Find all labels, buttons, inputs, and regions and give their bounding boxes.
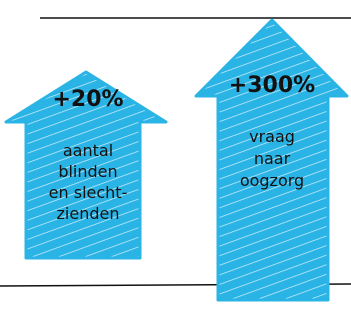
- description-line: naar: [254, 149, 291, 168]
- description-line: blinden: [58, 162, 117, 181]
- description-line: zienden: [57, 204, 120, 223]
- value-label: +20%: [52, 87, 123, 112]
- value-label: +300%: [229, 73, 315, 98]
- description-line: en slecht-: [49, 183, 128, 202]
- infographic: +20% aantal blinden en slecht-zienden +300% v…: [0, 0, 351, 309]
- description-line: aantal: [63, 141, 113, 160]
- description-line: vraag: [249, 127, 295, 146]
- page: +20% aantal blinden en slecht-zienden +300% v…: [0, 0, 351, 309]
- description-line: oogzorg: [240, 171, 304, 190]
